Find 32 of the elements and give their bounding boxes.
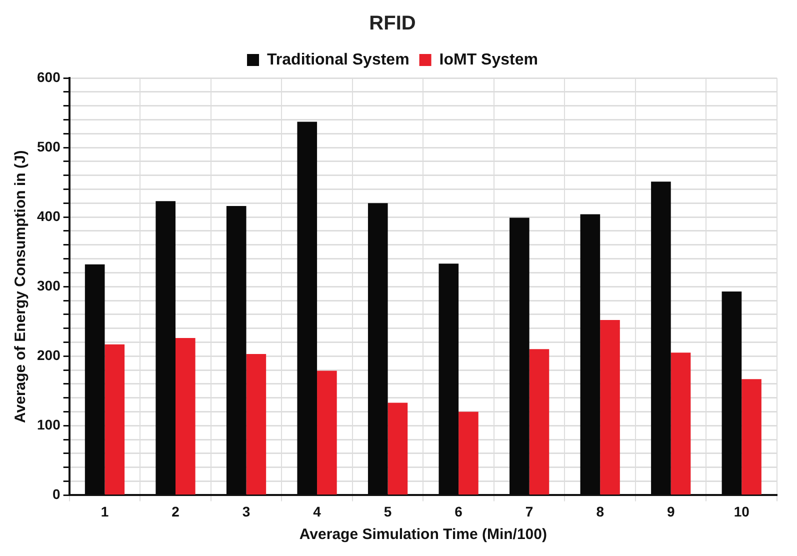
- x-tick-label: 2: [172, 503, 180, 520]
- bar: [600, 320, 620, 494]
- y-tick-label: 400: [37, 208, 61, 224]
- x-tick-label: 9: [666, 503, 675, 520]
- x-tick-label: 8: [596, 503, 604, 520]
- x-axis-title: Average Simulation Time (Min/100): [299, 526, 547, 544]
- y-tick-label: 0: [52, 486, 61, 502]
- bar: [317, 370, 337, 494]
- x-tick-label: 6: [454, 503, 463, 520]
- bar: [742, 379, 762, 494]
- bar: [246, 354, 266, 494]
- x-tick-label: 7: [525, 503, 534, 520]
- y-tick-label: 300: [37, 277, 61, 294]
- x-tick-label: 1: [100, 503, 109, 520]
- bar: [104, 344, 125, 494]
- y-tick-label: 100: [37, 416, 61, 433]
- bar: [176, 338, 196, 494]
- y-axis-title: Average of Energy Consumption in (J): [12, 150, 30, 424]
- x-tick-label: 5: [384, 503, 392, 520]
- bar: [670, 352, 691, 494]
- chart-title: RFID: [369, 12, 416, 35]
- y-tick-label: 200: [37, 346, 61, 363]
- x-tick-label: 10: [734, 503, 750, 520]
- bar: [458, 412, 478, 494]
- legend-label: IoMT System: [439, 51, 538, 68]
- y-tick-label: 600: [37, 68, 61, 85]
- x-tick-label: 3: [242, 503, 250, 520]
- y-tick-label: 500: [37, 138, 61, 154]
- legend-label: Traditional System: [267, 51, 410, 68]
- x-tick-label: 4: [313, 503, 322, 520]
- bar: [529, 349, 550, 494]
- bar: [388, 402, 408, 494]
